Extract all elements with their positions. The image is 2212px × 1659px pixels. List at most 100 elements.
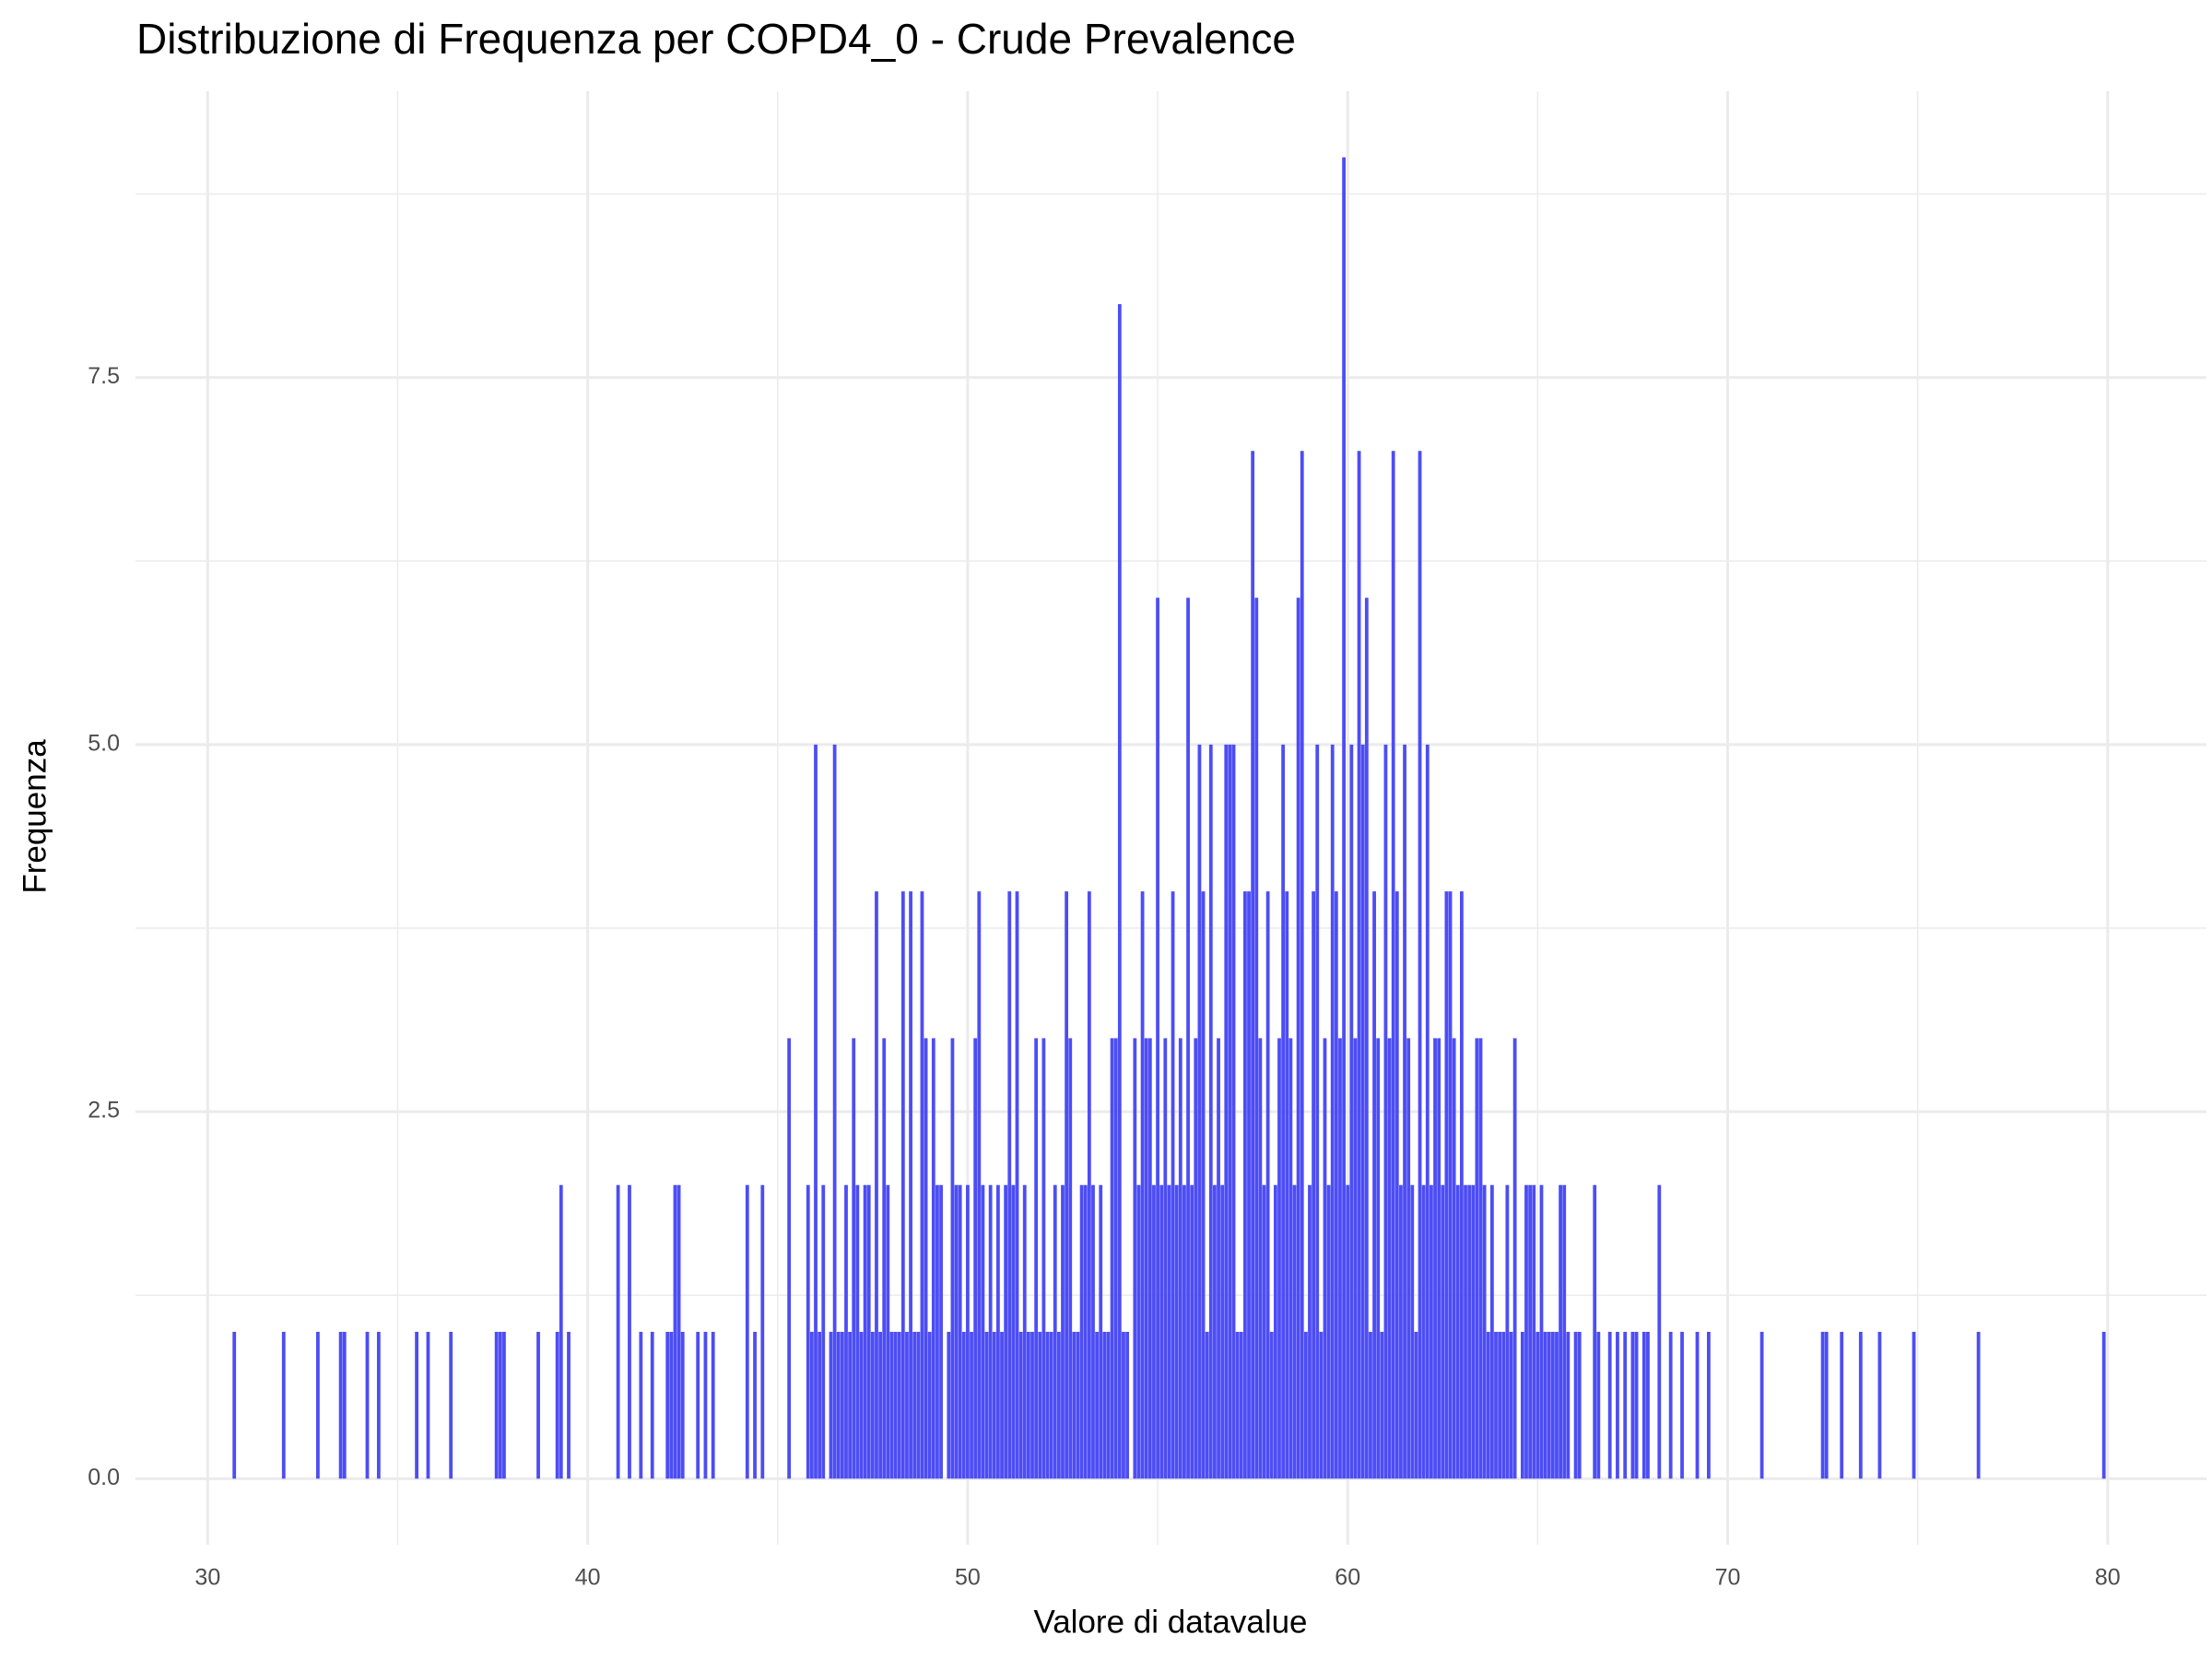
bar bbox=[1437, 1038, 1441, 1479]
bar bbox=[1224, 744, 1229, 1479]
bar bbox=[1156, 597, 1159, 1479]
bar bbox=[1167, 1184, 1171, 1479]
bar bbox=[1273, 1184, 1277, 1479]
bar bbox=[1258, 1038, 1263, 1479]
bar bbox=[1824, 1332, 1829, 1479]
bar bbox=[1296, 597, 1300, 1479]
bar bbox=[954, 1184, 959, 1479]
bar bbox=[1174, 1184, 1179, 1479]
bar bbox=[1113, 1038, 1118, 1479]
bar bbox=[1498, 1332, 1502, 1479]
bar bbox=[1265, 891, 1270, 1479]
bar bbox=[1205, 1332, 1209, 1479]
bar bbox=[1562, 1184, 1567, 1479]
bar bbox=[889, 1332, 894, 1479]
bar bbox=[1486, 1332, 1490, 1479]
x-tick-label: 80 bbox=[2095, 1565, 2121, 1591]
bar bbox=[1759, 1332, 1764, 1479]
bar bbox=[1056, 1332, 1061, 1479]
bar bbox=[753, 1332, 757, 1479]
bar bbox=[1369, 1332, 1372, 1479]
bar bbox=[1505, 1184, 1510, 1479]
bar bbox=[821, 1184, 826, 1479]
bar bbox=[1303, 1332, 1308, 1479]
bar bbox=[680, 1332, 685, 1479]
bar bbox=[1630, 1332, 1635, 1479]
bar bbox=[1330, 744, 1335, 1479]
bar bbox=[665, 1332, 670, 1479]
bar bbox=[1140, 891, 1145, 1479]
bar bbox=[961, 1332, 966, 1479]
bar bbox=[1159, 1184, 1164, 1479]
bar bbox=[1315, 744, 1320, 1479]
bar bbox=[1004, 1184, 1008, 1479]
bar bbox=[840, 1332, 844, 1479]
bar bbox=[855, 1184, 860, 1479]
bar bbox=[1323, 1038, 1327, 1479]
bar bbox=[1353, 1038, 1358, 1479]
bar bbox=[1634, 1332, 1639, 1479]
bar bbox=[814, 744, 818, 1479]
x-tick-label: 40 bbox=[575, 1565, 601, 1591]
bar bbox=[984, 1332, 989, 1479]
bar bbox=[1494, 1332, 1498, 1479]
bar bbox=[1593, 1184, 1597, 1479]
bar bbox=[1087, 891, 1091, 1479]
bar bbox=[1550, 1332, 1555, 1479]
bar bbox=[875, 891, 878, 1479]
bar bbox=[498, 1332, 502, 1479]
bar bbox=[1539, 1184, 1544, 1479]
bar bbox=[696, 1332, 700, 1479]
bar bbox=[809, 1332, 814, 1479]
bar bbox=[1646, 1332, 1650, 1479]
bar bbox=[1235, 1332, 1240, 1479]
bar bbox=[1034, 1038, 1039, 1479]
bar bbox=[1083, 1184, 1088, 1479]
bar bbox=[916, 1332, 921, 1479]
bar bbox=[1053, 1184, 1057, 1479]
bar bbox=[1467, 1184, 1472, 1479]
bar bbox=[1695, 1332, 1700, 1479]
bar bbox=[1300, 451, 1304, 1479]
bar bbox=[1342, 157, 1346, 1479]
bar bbox=[920, 891, 924, 1479]
bar bbox=[1152, 1184, 1156, 1479]
bar bbox=[494, 1332, 499, 1479]
bar bbox=[1076, 1332, 1080, 1479]
bar bbox=[1122, 1332, 1125, 1479]
bar bbox=[415, 1332, 418, 1479]
bar bbox=[1399, 1184, 1403, 1479]
bar bbox=[1208, 744, 1213, 1479]
bar bbox=[1425, 744, 1430, 1479]
bar bbox=[316, 1332, 320, 1479]
bar bbox=[1444, 891, 1449, 1479]
bar bbox=[1478, 1038, 1483, 1479]
bar bbox=[893, 1332, 898, 1479]
bar bbox=[1512, 1038, 1517, 1479]
bar bbox=[947, 1332, 951, 1479]
bar bbox=[848, 1332, 853, 1479]
bar bbox=[677, 1184, 681, 1479]
bar bbox=[1022, 1184, 1027, 1479]
bar bbox=[958, 1184, 962, 1479]
bar bbox=[1041, 1038, 1046, 1479]
bar bbox=[1596, 1332, 1601, 1479]
bar bbox=[1178, 1038, 1182, 1479]
x-axis-title: Valore di datavalue bbox=[1033, 1604, 1307, 1640]
bar bbox=[1414, 1332, 1418, 1479]
bar bbox=[900, 891, 905, 1479]
bar bbox=[1418, 451, 1422, 1479]
bar bbox=[1532, 1184, 1536, 1479]
bar bbox=[1326, 1184, 1331, 1479]
bar bbox=[836, 1332, 841, 1479]
bar bbox=[939, 1184, 943, 1479]
bar bbox=[787, 1038, 792, 1479]
bar bbox=[866, 1184, 871, 1479]
bar bbox=[1566, 1332, 1571, 1479]
bar bbox=[1976, 1332, 1981, 1479]
bar bbox=[1657, 1184, 1662, 1479]
bar bbox=[1383, 744, 1388, 1479]
bar bbox=[1072, 1332, 1077, 1479]
bar bbox=[1464, 1184, 1467, 1479]
bar bbox=[1607, 1332, 1612, 1479]
